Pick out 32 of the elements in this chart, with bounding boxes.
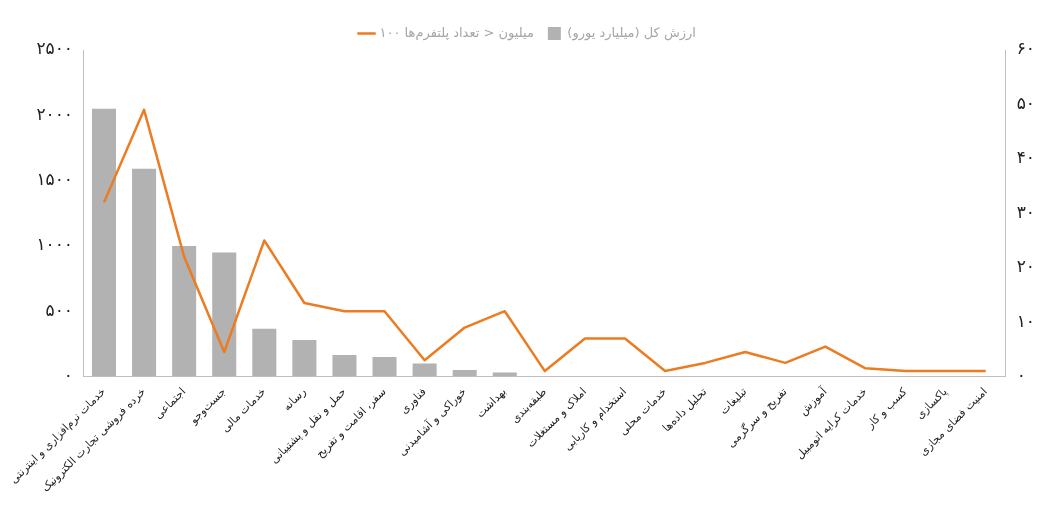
y2-tick-label: ۲۰ (1016, 256, 1035, 277)
y2-tick-label: ۱۰ (1016, 310, 1035, 331)
legend-label: ارزش کل (میلیارد یورو) (567, 24, 696, 41)
y2-tick-label: ۵۰ (1016, 92, 1035, 113)
bar (91, 108, 117, 377)
bar (292, 339, 317, 377)
y-tick-label: ۲۵۰۰ (36, 38, 73, 59)
y2-tick-label: ۴۰ (1016, 147, 1035, 168)
bar (412, 363, 437, 377)
y2-tick-label: ۶۰ (1016, 38, 1035, 59)
bar (212, 252, 237, 377)
legend-label: ۱۰۰ میلیون < تعداد پلتفرم‌ها (379, 24, 534, 41)
y-tick-label: ۲۰۰۰ (36, 103, 73, 124)
bar (252, 328, 277, 377)
x-tick-label: آموزش (796, 383, 831, 418)
x-tick-label: رسانه (280, 385, 309, 414)
bar (332, 354, 357, 377)
x-tick-label: فناوری (397, 385, 429, 417)
y2-tick-label: ۳۰ (1016, 201, 1035, 222)
y-tick-label: ۱۰۰۰ (36, 234, 73, 255)
x-tick-label: اجتماعی (151, 385, 189, 422)
y-tick-label: ۰ (63, 364, 73, 385)
y2-tick-label: ۰ (1016, 364, 1026, 385)
y-tick-label: ۵۰۰ (45, 299, 73, 320)
bar (172, 245, 197, 377)
bar (452, 369, 477, 377)
x-tick-label: تبلیغات (717, 385, 750, 418)
x-tick-label: پاکسازی (913, 385, 950, 422)
y-tick-label: ۱۵۰۰ (36, 169, 73, 190)
bar (132, 168, 157, 377)
bar (372, 356, 397, 377)
x-tick-label: بهداشت (473, 385, 509, 421)
